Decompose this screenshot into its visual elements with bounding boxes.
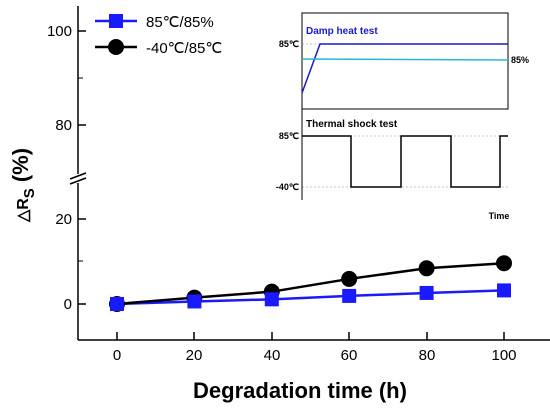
y-axis-title-unit: (%)	[8, 148, 33, 182]
svg-text:△RS(%): △RS (%)	[8, 148, 38, 223]
series-line-1	[116, 289, 505, 306]
series-1-point-4	[419, 285, 434, 300]
y-axis-title-delta: △R	[15, 198, 32, 223]
series-2-point-4	[418, 260, 435, 277]
series-2-point-3	[341, 270, 358, 287]
x-tick-label-20: 20	[186, 347, 203, 364]
inset-top-frame	[301, 12, 509, 110]
y-tick-label-0: 0	[64, 296, 72, 313]
inset-thermal-low-label: -40℃	[276, 182, 299, 192]
series-layer	[109, 255, 512, 312]
inset-thermal-profile	[302, 135, 508, 188]
y-axis-title: △RS (%)	[8, 148, 38, 223]
y-tick-label-20: 20	[55, 211, 72, 228]
x-tick-label-100: 100	[491, 347, 516, 364]
inset-thermal-title: Thermal shock test	[306, 119, 398, 130]
inset-time-label: Time	[489, 211, 510, 221]
inset: Damp heat test 85℃ 85% Thermal shock tes…	[276, 12, 529, 221]
x-tick-label-40: 40	[264, 347, 281, 364]
inset-damp-temp-label: 85℃	[279, 39, 299, 49]
series-1-point-5	[497, 283, 511, 298]
x-tick-label-60: 60	[341, 347, 358, 364]
inset-thermal-high-label: 85℃	[279, 131, 299, 141]
x-ticks: 0 20 40 60 80 100	[113, 332, 517, 364]
inset-damp-title: Damp heat test	[306, 26, 378, 37]
series-1-point-1	[187, 294, 202, 309]
axis-break-mark-1	[69, 177, 87, 185]
x-tick-label-0: 0	[113, 347, 121, 364]
y-tick-label-100: 100	[47, 23, 72, 40]
legend-marker-circle	[108, 39, 124, 55]
plot-frame	[69, 6, 550, 341]
legend: 85℃/85% -40℃/85℃	[95, 14, 222, 57]
series-1-point-3	[342, 288, 357, 303]
legend-label-1: 85℃/85%	[146, 14, 214, 31]
series-1-point-0	[110, 297, 124, 311]
series-line-2	[116, 261, 505, 306]
inset-damp-temp-profile	[301, 43, 508, 94]
y-axis-title-sub: S	[21, 188, 38, 198]
legend-marker-square	[109, 14, 123, 28]
axis-break-mark-2	[69, 172, 87, 180]
series-1-point-2	[264, 292, 279, 307]
y-ticks: 100 80 20 0	[47, 23, 86, 313]
legend-label-2: -40℃/85℃	[146, 40, 222, 57]
x-tick-label-80: 80	[419, 347, 436, 364]
series-2-point-5	[496, 255, 512, 272]
inset-humidity-label: 85%	[511, 55, 529, 65]
x-axis-title: Degradation time (h)	[193, 378, 407, 403]
y-tick-label-80: 80	[55, 117, 72, 134]
inset-humidity-line	[301, 58, 509, 61]
